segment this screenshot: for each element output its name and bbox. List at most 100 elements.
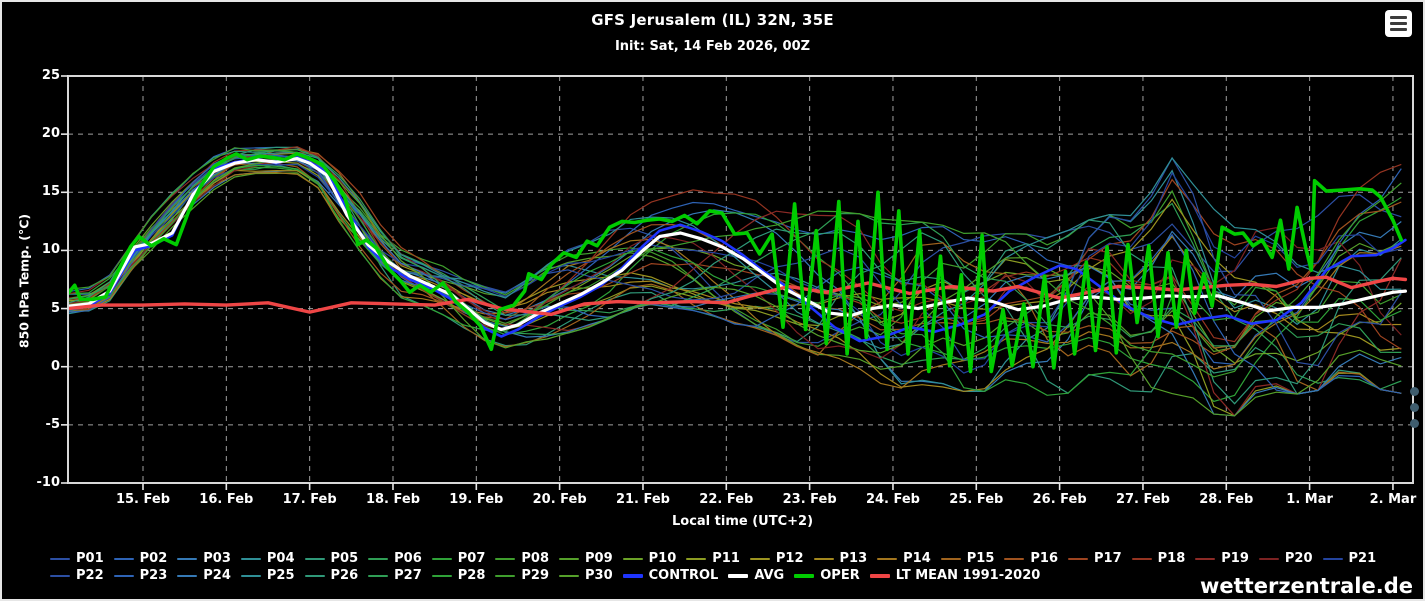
legend-line-swatch xyxy=(1195,557,1216,560)
legend-line-swatch xyxy=(431,557,452,560)
y-tick-label: 20 xyxy=(41,126,60,142)
legend-item-p28: P28 xyxy=(431,568,486,583)
x-tick-label: 1. Mar xyxy=(1286,492,1333,507)
legend-line-swatch xyxy=(240,557,261,560)
legend-label: P02 xyxy=(139,551,168,566)
legend-label: P28 xyxy=(457,568,486,583)
legend-item-p17: P17 xyxy=(1068,551,1122,566)
legend-label: P07 xyxy=(457,551,486,566)
legend-row-members-2: P22 P23 P24 P25 P26 P27 P28 P29 P30 CONTROL AVG OPE… xyxy=(50,568,1050,583)
legend-item-p26: P26 xyxy=(304,568,359,583)
legend-label: P03 xyxy=(203,551,231,566)
x-axis-title: Local time (UTC+2) xyxy=(671,514,814,529)
legend-line-swatch xyxy=(869,573,890,578)
legend-item-p08: P08 xyxy=(495,551,549,566)
legend-line-swatch xyxy=(177,574,198,577)
member-line-P07 xyxy=(68,166,1402,403)
x-tick-label: 15. Feb xyxy=(115,492,170,507)
legend-item-p22: P22 xyxy=(50,568,104,583)
legend-item-p20: P20 xyxy=(1258,551,1313,566)
y-tick-label: 5 xyxy=(50,300,60,316)
hamburger-menu-icon xyxy=(1390,16,1407,19)
x-tick-label: 18. Feb xyxy=(365,492,420,507)
legend-item-p02: P02 xyxy=(113,551,168,566)
legend-label: P27 xyxy=(394,568,422,583)
hamburger-menu-icon xyxy=(1390,22,1407,25)
member-line-P12 xyxy=(68,152,1402,351)
x-tick-label: 19. Feb xyxy=(449,492,504,507)
legend-line-swatch xyxy=(495,557,516,560)
legend-line-swatch xyxy=(240,574,261,577)
chart-init-time: Init: Sat, 14 Feb 2026, 00Z xyxy=(614,39,811,54)
legend-line-swatch xyxy=(559,574,579,577)
member-line-P25 xyxy=(68,151,1402,350)
legend-item-p06: P06 xyxy=(368,551,422,566)
legend-item-p27: P27 xyxy=(368,568,422,583)
legend-line-swatch xyxy=(431,574,452,577)
member-line-P15 xyxy=(68,148,1402,394)
legend-row-members-1: P01 P02 P03 P04 P05 P06 P07 P08 P09 P10 P11 P12 P13 P… xyxy=(50,551,1386,566)
legend-item-p19: P19 xyxy=(1195,551,1249,566)
legend-line-swatch xyxy=(368,557,389,560)
legend-label: P17 xyxy=(1094,551,1122,566)
legend-line-swatch xyxy=(304,557,325,560)
legend-label: P25 xyxy=(266,568,295,583)
legend-label: P19 xyxy=(1221,551,1249,566)
legend-line-swatch xyxy=(622,573,643,578)
plot-border xyxy=(67,75,1414,484)
y-tick-label: 0 xyxy=(50,358,60,374)
axis-tick-marks xyxy=(61,75,1394,490)
legend-label: P23 xyxy=(139,568,168,583)
x-tick-label: 20. Feb xyxy=(532,492,587,507)
legend-line-swatch xyxy=(304,574,325,577)
legend-line-swatch xyxy=(50,574,70,577)
legend-label: P21 xyxy=(1348,551,1377,566)
x-tick-label: 21. Feb xyxy=(615,492,670,507)
x-tick-label: 22. Feb xyxy=(699,492,754,507)
legend-item-control: CONTROL xyxy=(622,568,718,583)
x-tick-label: 26. Feb xyxy=(1032,492,1087,507)
legend-label: LT MEAN 1991-2020 xyxy=(895,568,1041,583)
legend-item-p18: P18 xyxy=(1131,551,1185,566)
ltmean-line xyxy=(68,275,1408,317)
member-line-P18 xyxy=(68,146,1402,343)
legend-line-swatch xyxy=(113,574,134,577)
legend-item-p03: P03 xyxy=(177,551,231,566)
legend-item-p07: P07 xyxy=(431,551,486,566)
legend-label: P22 xyxy=(76,568,104,583)
x-tick-label: 28. Feb xyxy=(1199,492,1254,507)
chart-title: GFS Jerusalem (IL) 32N, 35E xyxy=(591,11,834,29)
y-tick-label: -5 xyxy=(45,416,60,432)
legend-label: P15 xyxy=(966,551,995,566)
legend-item-p24: P24 xyxy=(177,568,231,583)
member-line-P23 xyxy=(68,153,1402,395)
y-axis-title: 850 hPa Temp. (°C) xyxy=(16,213,32,349)
legend-label: P06 xyxy=(394,551,422,566)
legend-label: OPER xyxy=(820,568,860,583)
legend-item-p11: P11 xyxy=(686,551,740,566)
legend-item-p09: P09 xyxy=(559,551,613,566)
x-tick-label: 23. Feb xyxy=(782,492,837,507)
legend-line-swatch xyxy=(559,557,579,560)
resize-handle-dots xyxy=(1410,387,1419,428)
legend-label: P29 xyxy=(521,568,549,583)
legend-line-swatch xyxy=(794,573,815,578)
legend-label: P12 xyxy=(775,551,804,566)
x-tick-label: 27. Feb xyxy=(1115,492,1170,507)
member-line-P05 xyxy=(68,146,1402,395)
legend-item-p12: P12 xyxy=(749,551,804,566)
legend-line-swatch xyxy=(622,557,643,560)
legend-label: P08 xyxy=(521,551,549,566)
legend-item-p14: P14 xyxy=(877,551,931,566)
legend-line-swatch xyxy=(1258,557,1279,560)
legend-label: P26 xyxy=(330,568,359,583)
legend-item-p25: P25 xyxy=(240,568,295,583)
legend-line-swatch xyxy=(113,557,134,560)
legend-item-p05: P05 xyxy=(304,551,358,566)
legend-label: P14 xyxy=(903,551,931,566)
x-tick-label: 16. Feb xyxy=(199,492,254,507)
legend-item-p23: P23 xyxy=(113,568,168,583)
menu-button[interactable] xyxy=(1385,10,1412,37)
